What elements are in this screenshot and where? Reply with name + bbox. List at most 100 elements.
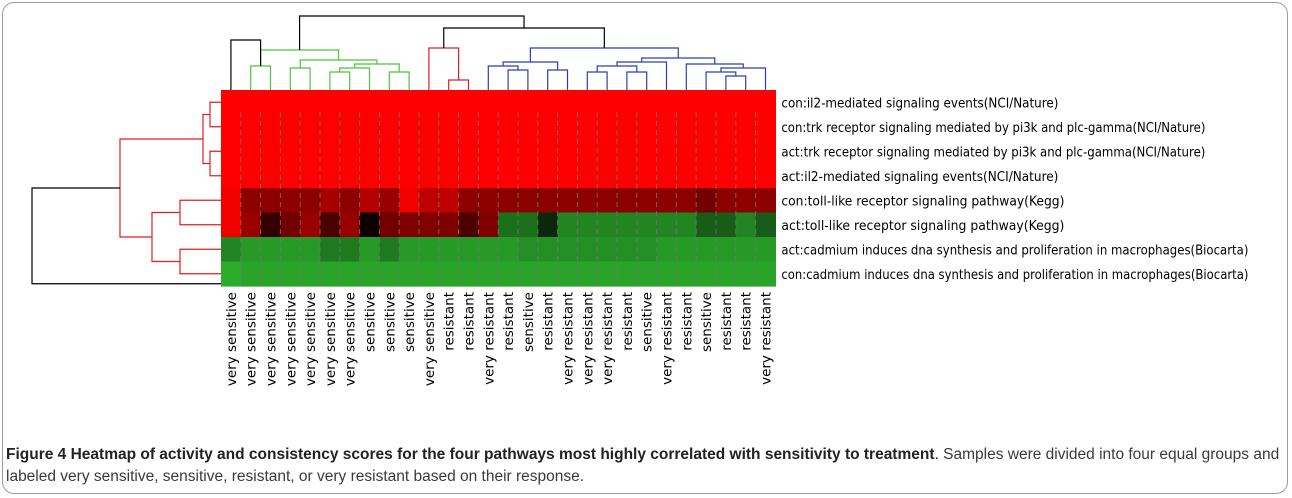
heatmap-cell	[399, 188, 420, 214]
heatmap-cell	[577, 188, 598, 214]
heatmap-cell	[518, 139, 539, 165]
dendrogram-link	[388, 71, 410, 90]
column-label: sensitive	[640, 292, 656, 352]
heatmap-cells	[221, 90, 776, 287]
heatmap-cell	[399, 212, 420, 238]
heatmap-cell	[320, 188, 341, 214]
heatmap-cell	[280, 139, 301, 165]
heatmap-cell	[260, 188, 281, 214]
heatmap-cell	[617, 188, 638, 214]
heatmap-cell	[359, 90, 380, 116]
heatmap-cell	[617, 139, 638, 165]
heatmap-cell	[458, 237, 479, 263]
caption-description: Samples were divided into four equal gro…	[6, 446, 1280, 485]
heatmap-cell	[419, 114, 440, 140]
heatmap-cell	[359, 212, 380, 238]
heatmap-cell	[498, 163, 519, 189]
heatmap-cell	[696, 114, 717, 140]
column-label: very sensitive	[323, 292, 339, 386]
heatmap-cell	[438, 139, 460, 165]
heatmap-cell	[260, 237, 281, 263]
heatmap-cell	[537, 188, 559, 214]
heatmap-cell	[419, 90, 440, 116]
row-labels: con:il2-mediated signaling events(NCI/Na…	[781, 96, 1248, 283]
column-labels: very sensitive very sensitive very sensiti…	[224, 292, 775, 386]
heatmap-cell	[676, 90, 697, 116]
heatmap-cell	[716, 139, 737, 165]
heatmap-cell	[636, 212, 658, 238]
heatmap-cell	[419, 261, 440, 287]
heatmap-cell	[300, 139, 321, 165]
heatmap-figure: con:il2-mediated signaling events(NCI/Na…	[31, 15, 1248, 386]
heatmap-cell	[676, 261, 697, 287]
heatmap-cell	[735, 261, 757, 287]
heatmap-cell	[240, 237, 262, 263]
dendrogram-link	[547, 69, 569, 90]
heatmap-cell	[735, 114, 757, 140]
heatmap-cell	[260, 114, 281, 140]
dendrogram-link	[705, 71, 737, 90]
heatmap-cell	[320, 261, 341, 287]
heatmap-cell	[300, 163, 321, 189]
column-dendrogram	[230, 15, 767, 90]
heatmap-cell	[478, 114, 499, 140]
heatmap-cell	[478, 188, 499, 214]
column-label: very sensitive	[264, 292, 280, 386]
heatmap-cell	[518, 188, 539, 214]
heatmap-cell	[399, 261, 420, 287]
heatmap-cell	[676, 114, 697, 140]
heatmap-cell	[597, 163, 618, 189]
heatmap-cell	[240, 188, 262, 214]
heatmap-cell	[636, 237, 658, 263]
heatmap-cell	[755, 163, 776, 189]
heatmap-cell	[617, 114, 638, 140]
heatmap-cell	[617, 261, 638, 287]
heatmap-cell	[656, 237, 677, 263]
heatmap-cell	[280, 237, 301, 263]
heatmap-cell	[300, 237, 321, 263]
heatmap-cell	[597, 237, 618, 263]
heatmap-cell	[419, 237, 440, 263]
column-label: resistant	[679, 292, 695, 351]
heatmap-cell	[359, 139, 380, 165]
heatmap-cell	[636, 163, 658, 189]
column-label: very resistant	[759, 292, 775, 385]
heatmap-cell	[300, 188, 321, 214]
heatmap-cell	[636, 261, 658, 287]
heatmap-cell	[339, 188, 361, 214]
heatmap-cell	[716, 261, 737, 287]
heatmap-cell	[696, 237, 717, 263]
heatmap-cell	[735, 212, 757, 238]
heatmap-cell	[399, 114, 420, 140]
column-label: sensitive	[521, 292, 537, 352]
dendrogram-link	[725, 75, 747, 90]
dendrogram-link	[443, 27, 605, 48]
heatmap-cell	[557, 163, 578, 189]
heatmap-cell	[557, 114, 578, 140]
heatmap-cell	[735, 237, 757, 263]
heatmap-cell	[676, 212, 697, 238]
dendrogram-link	[339, 67, 371, 90]
dendrogram-link	[230, 39, 262, 90]
heatmap-cell	[260, 261, 281, 287]
heatmap-cell	[300, 212, 321, 238]
heatmap-cell	[438, 114, 460, 140]
heatmap-cell	[716, 188, 737, 214]
heatmap-cell	[419, 163, 440, 189]
heatmap-cell	[597, 90, 618, 116]
dendrogram-link	[448, 79, 470, 90]
dendrogram-link	[720, 67, 767, 90]
heatmap-cell	[735, 90, 757, 116]
heatmap-cell	[240, 114, 262, 140]
heatmap-cell	[438, 261, 460, 287]
dendrogram-link	[586, 71, 608, 90]
row-label: act:trk receptor signaling mediated by p…	[781, 145, 1205, 160]
row-label: act:cadmium induces dna synthesis and pr…	[781, 243, 1248, 258]
heatmap-cell	[280, 212, 301, 238]
heatmap-cell	[716, 212, 737, 238]
heatmap-cell	[280, 90, 301, 116]
dendrogram-link	[428, 47, 460, 90]
heatmap-cell	[537, 163, 559, 189]
row-label: con:il2-mediated signaling events(NCI/Na…	[781, 96, 1058, 111]
dendrogram-link	[179, 199, 221, 226]
